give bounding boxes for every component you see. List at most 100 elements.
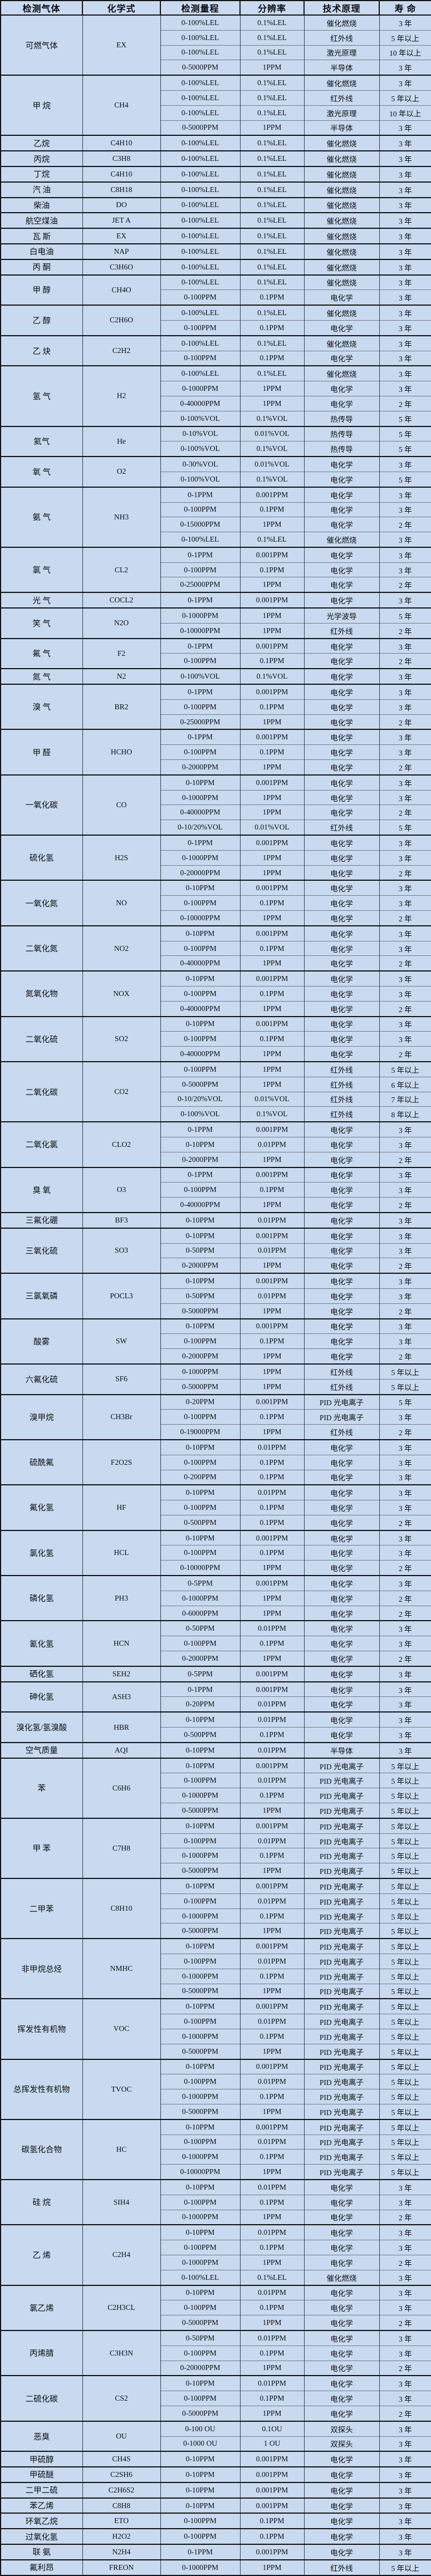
table-row: 0-5000PPM 1PPM PID 光电离子 5 年以上 [1,2103,431,2119]
principle-cell: 电化学 [303,577,380,593]
resolution-cell: 1PPM [239,714,305,730]
resolution-cell: 0.01PPM [239,1288,305,1304]
formula-cell: C2H6S2 [82,2481,161,2498]
table-row: 甲 苯 C7H8 0-10PPM 0.001PPM PID 光电离子 5 年以上 [0,1817,431,1879]
table-row: 二甲苯 C8H10 0-10PPM 0.001PPM PID 光电离子 5 年以上 [0,1878,431,1939]
lifespan-cell: 3 年 [379,699,431,715]
range-cell: 0-100%LEL [160,30,241,46]
formula-cell: HCN [82,1620,161,1666]
resolution-cell: 1PPM [239,910,305,926]
formula-cell: FREON [82,2559,161,2575]
resolution-cell: 0.1%LEL [239,105,305,121]
formula-cell: DO [82,197,161,213]
formula-cell: N2 [82,668,161,685]
resolution-cell: 0.1%LEL [239,14,305,31]
range-cell: 0-10PPM [160,2118,241,2135]
table-row: 0-100PPM 0.1PPM 电化学 3 年 [1,699,431,715]
resolution-cell: 0.001PPM [239,2058,305,2074]
table-row: 0-50PPM 0.01PPM 电化学 3 年 [1,1288,431,1304]
range-cell: 0-100%LEL [160,75,241,91]
gas-name-cell: 乙 炔 [0,335,83,366]
table-row: 0-5000PPM 1PPM PID 光电离子 5 年以上 [1,1923,431,1939]
principle-cell: 电化学 [303,789,380,805]
principle-cell: 红外线 [303,1363,380,1380]
table-row: 氮 气 N2 0-100%VOL 0.1%VOL 电化学 3 年 [0,668,431,685]
table-row: 0-100PPM 0.1PPM 电化学 3 年 [1,1545,431,1561]
resolution-cell: 0.001PPM [239,1878,305,1894]
lifespan-cell: 5 年以上 [379,90,431,106]
principle-cell: 电化学 [303,804,380,820]
range-cell: 0-100PPM [160,2513,241,2529]
formula-cell: HC [82,2118,161,2180]
principle-cell: 电化学 [303,2209,380,2225]
formula-cell: SO3 [82,1227,161,1274]
gas-name-cell: 甲 苯 [0,1817,83,1879]
range-cell: 0-100PPM [160,320,241,336]
resolution-cell: 0.1PPM [239,1514,305,1530]
range-cell: 0-100PPM [160,653,241,669]
lifespan-cell: 5 年 [379,441,431,457]
resolution-cell: 0.001PPM [239,1166,305,1182]
lifespan-cell: 3 年 [379,1500,431,1515]
resolution-cell: 0.01PPM [239,1136,305,1152]
principle-cell: 电化学 [303,744,380,760]
gas-name-cell: 空气质量 [0,1741,83,1758]
range-cell: 0-100%LEL [160,258,241,275]
range-cell: 0-100PPM [160,1773,241,1788]
formula-cell: H2S [82,835,161,881]
lifespan-cell: 3 年 [379,1243,431,1258]
table-row: 砷化氢 ASH3 0-1PPM 0.001PPM 电化学 3 年 [0,1681,431,1713]
range-cell: 0-1PPM [160,729,241,745]
formula-cell: SO2 [82,1015,161,1062]
table-row: 0-100%LEL 0.1%LEL 激光原理 10 年以上 [1,45,431,60]
formula-cell: C7H8 [82,1817,161,1879]
header-cell: 分辨率 [239,0,305,16]
lifespan-cell: 3 年 [379,1575,431,1591]
range-cell: 0-500PPM [160,1727,241,1743]
principle-cell: PID 光电离子 [303,1954,380,1969]
range-cell: 0-100PPM [160,2300,241,2315]
range-cell: 0-100PPM [160,2134,241,2150]
resolution-cell: 0.1PPM [239,1545,305,1561]
principle-cell: 催化燃烧 [303,228,380,244]
table-row: 光 气 COCL2 0-1PPM 0.001PPM 电化学 3 年 [0,592,431,609]
gas-name-cell: 恶臭 [0,2420,83,2452]
range-cell: 0-5000PPM [160,1076,241,1092]
resolution-cell: 0.01PPM [239,1711,305,1728]
lifespan-cell: 3 年 [379,456,431,472]
lifespan-cell: 3 年 [379,1439,431,1455]
lifespan-cell: 3 年 [379,1484,431,1500]
gas-name-cell: 六氟化硫 [0,1363,83,1395]
principle-cell: PID 光电离子 [303,1938,380,1954]
resolution-cell: 0.1PPM [239,1908,305,1924]
table-row: 0-100%VOL 0.1%VOL 热传导 5 年 [1,410,431,426]
formula-cell: NH3 [82,486,161,547]
lifespan-cell: 2 年 [379,653,431,669]
resolution-cell: 0.1%VOL [239,441,305,457]
resolution-cell: 0.01PPM [239,1484,305,1500]
principle-cell: 电化学 [303,562,380,577]
range-cell: 0-100%LEL [160,2269,241,2285]
lifespan-cell: 5 年以上 [379,1363,431,1380]
lifespan-cell: 10 年以上 [379,105,431,121]
resolution-cell: 0.01PPM [239,1954,305,1969]
resolution-cell: 0.01PPM [239,2134,305,2150]
lifespan-cell: 3 年 [379,2544,431,2560]
lifespan-cell: 7 年以上 [379,1091,431,1107]
resolution-cell: 0.1PPM [239,1500,305,1515]
principle-cell: 电化学 [303,910,380,926]
lifespan-cell: 3 年 [379,1273,431,1289]
principle-cell: PID 光电离子 [303,2058,380,2074]
gas-name-cell: 磷化氢 [0,1575,83,1621]
table-row: 丙烯腈 C3H3N 0-50PPM 0.01PPM 电化学 3 年 [0,2329,431,2376]
range-cell: 0-100PPM [160,1893,241,1909]
formula-cell: F2 [82,637,161,669]
table-row: 0-19000PPM 1PPM 红外线 2 年 [1,1424,431,1440]
range-cell: 0-100PPM [160,699,241,715]
gas-name-cell: 丁烷 [0,165,83,182]
range-cell: 0-10PPM [160,1998,241,2014]
resolution-cell: 0.01PPM [239,2014,305,2029]
resolution-cell: 0.1PPM [239,290,305,306]
principle-cell: 电化学 [303,759,380,775]
principle-cell: 电化学 [303,2284,380,2300]
